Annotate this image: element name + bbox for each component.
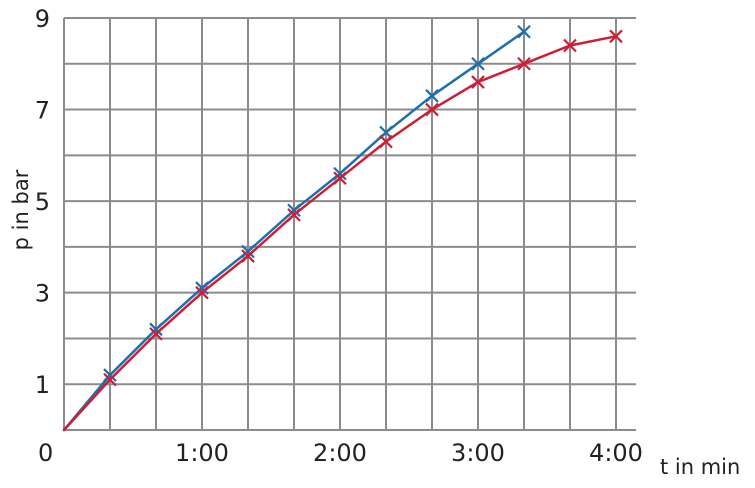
- data-point-marker: [103, 372, 117, 387]
- data-point-marker: [195, 281, 209, 295]
- data-point-marker: [425, 89, 439, 103]
- data-point-marker: [425, 102, 439, 117]
- x-tick-label: 3:00: [451, 439, 505, 467]
- data-point-marker: [241, 249, 255, 263]
- x-axis-title: t in min: [660, 455, 740, 479]
- data-point-marker: [517, 56, 531, 71]
- data-point-marker: [471, 75, 485, 89]
- y-axis-title: p in bar: [9, 169, 33, 250]
- y-tick-label: 5: [35, 188, 50, 216]
- data-point-marker: [287, 208, 301, 222]
- data-point-marker: [563, 38, 577, 53]
- series-1: [62, 24, 531, 432]
- grid: [63, 17, 636, 431]
- data-point-marker: [149, 322, 163, 337]
- y-tick-label: 3: [35, 280, 50, 308]
- data-point-marker: [609, 29, 623, 44]
- data-point-marker: [379, 134, 393, 149]
- data-point-marker: [517, 24, 531, 39]
- origin-label: 0: [38, 439, 53, 467]
- y-tick-label: 1: [35, 371, 50, 399]
- data-point-marker: [195, 285, 209, 300]
- data-point-marker: [333, 166, 347, 181]
- data-point-marker: [333, 171, 347, 186]
- data-point-marker: [241, 244, 255, 259]
- y-tick-label: 9: [35, 5, 50, 33]
- data-point-marker: [287, 203, 301, 218]
- data-point-marker: [103, 368, 117, 382]
- x-tick-label: 2:00: [313, 439, 367, 467]
- x-tick-label: 1:00: [175, 439, 229, 467]
- series-layer: [62, 24, 623, 432]
- data-point-marker: [471, 56, 485, 71]
- series-2: [62, 29, 623, 432]
- data-point-marker: [149, 327, 163, 341]
- x-tick-label: 4:00: [589, 439, 643, 467]
- y-tick-label: 7: [35, 97, 50, 125]
- tick-labels: 1:00 2:00 3:00 4:00 1 3 5 7 9: [35, 5, 643, 467]
